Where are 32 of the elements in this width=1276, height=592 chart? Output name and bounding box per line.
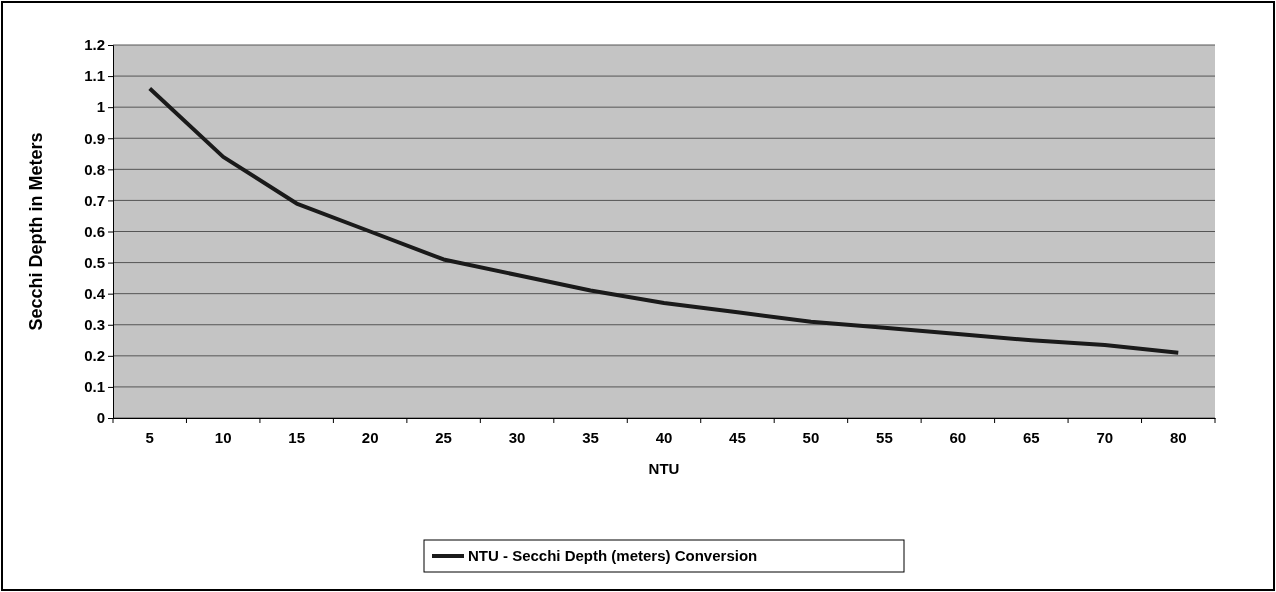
x-tick-label: 55 [876, 428, 893, 446]
x-tick-label: 70 [1096, 428, 1114, 446]
x-tick-label: 15 [288, 428, 306, 446]
x-tick-label: 65 [1022, 428, 1040, 446]
y-tick-label: 0 [96, 409, 105, 427]
x-axis-title: NTU [648, 460, 680, 477]
x-tick-label: 45 [729, 428, 746, 446]
x-tick-label: 10 [214, 428, 232, 446]
x-tick-label: 35 [582, 428, 599, 446]
y-tick-label: 0.9 [84, 129, 105, 147]
x-tick-label: 20 [361, 428, 379, 446]
y-tick-label: 1 [96, 98, 105, 116]
y-tick-label: 0.4 [84, 284, 106, 302]
x-tick-label: 40 [655, 428, 673, 446]
y-tick-label: 0.7 [84, 191, 105, 209]
y-tick-label: 0.1 [84, 378, 105, 396]
x-tick-label: 5 [145, 428, 154, 446]
line-series [147, 86, 1181, 355]
y-tick-label: 0.2 [84, 347, 105, 365]
x-tick-label: 80 [1169, 428, 1187, 446]
y-tick-label: 0.5 [84, 253, 105, 271]
y-tick-label: 0.8 [84, 160, 105, 178]
x-tick-label: 60 [949, 428, 967, 446]
x-tick-label: 30 [508, 428, 526, 446]
x-tick-label: 25 [435, 428, 452, 446]
y-tick-label: 1.2 [84, 36, 105, 54]
x-tick-label: 50 [802, 428, 820, 446]
y-axis-title: Secchi Depth in Meters [26, 132, 46, 331]
y-tick-label: 0.6 [84, 222, 105, 240]
y-tick-label: 0.3 [84, 316, 105, 334]
y-tick-label: 1.1 [84, 67, 105, 85]
legend-label: NTU - Secchi Depth (meters) Conversion [468, 547, 758, 564]
